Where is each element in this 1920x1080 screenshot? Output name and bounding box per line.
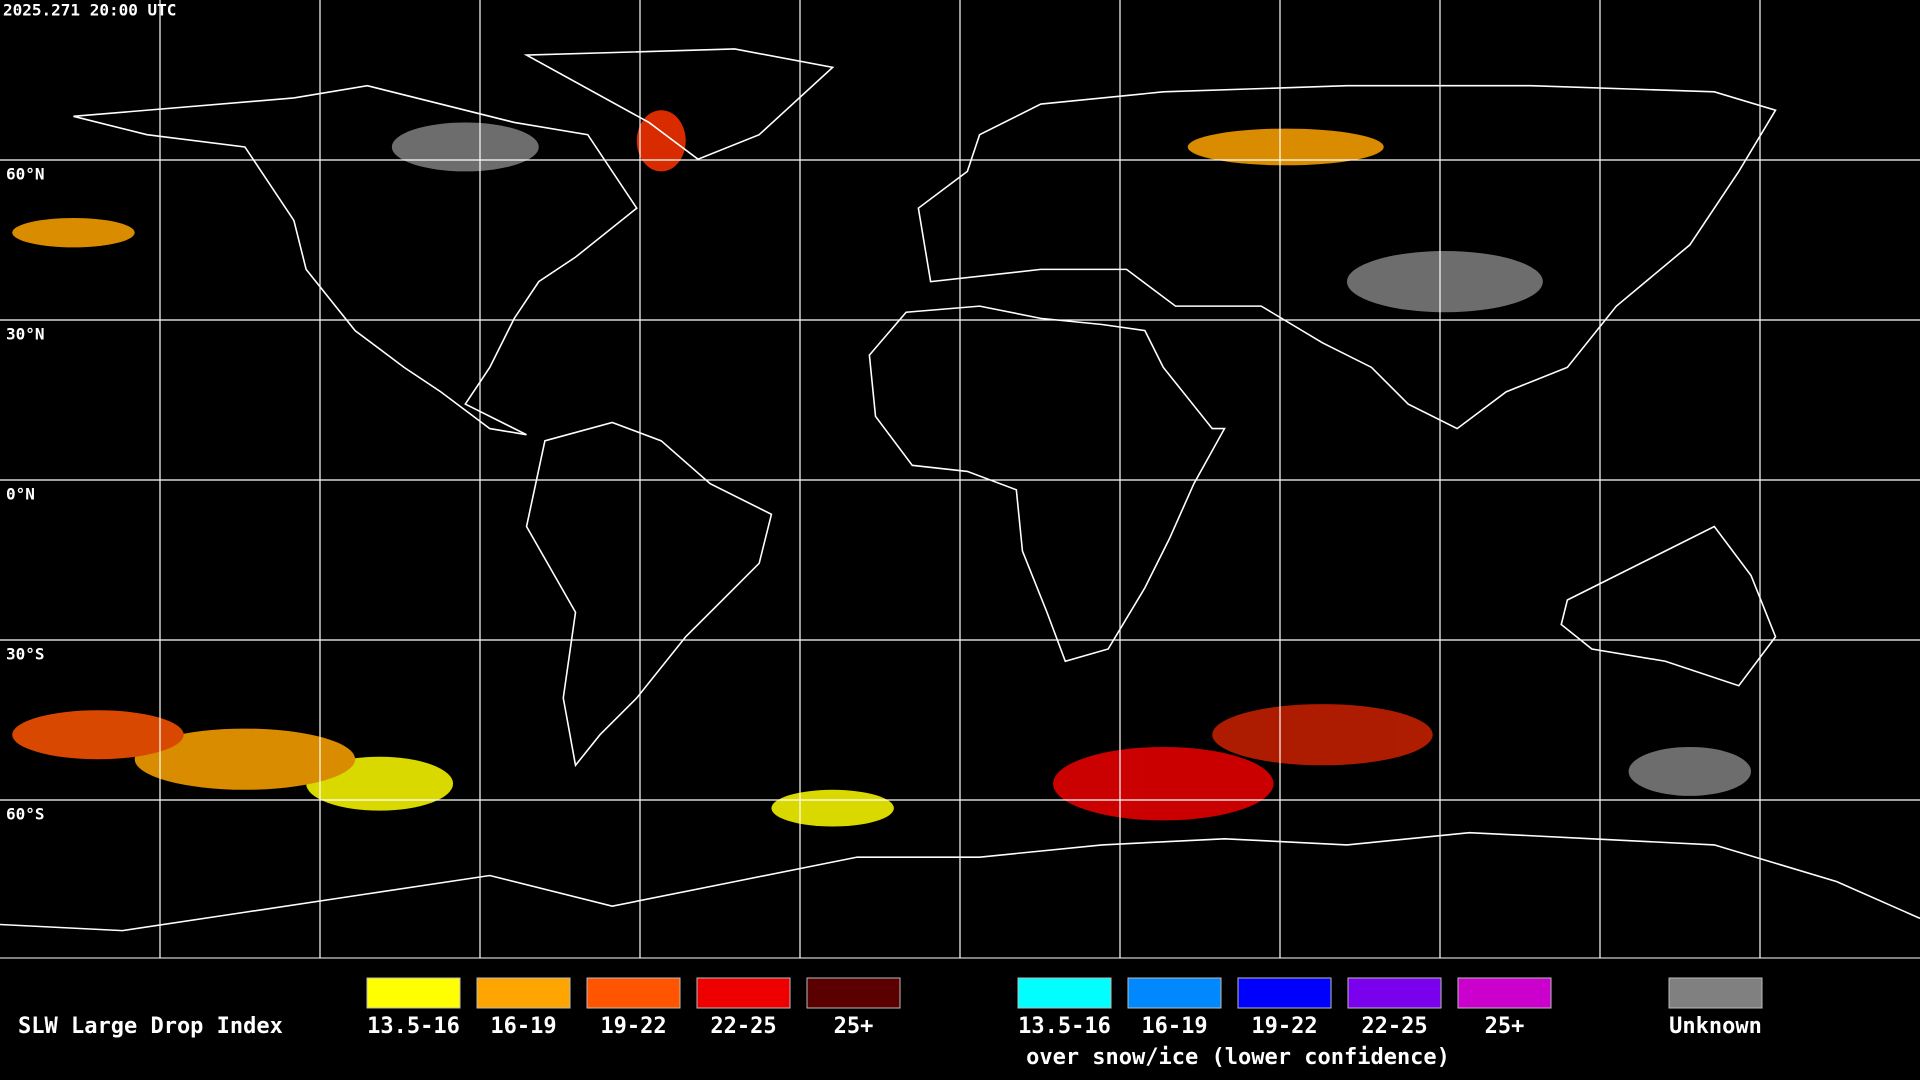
north-america [73,84,638,436]
legend-swatch [696,977,791,1009]
legend-swatch [586,977,681,1009]
legend-swatch [476,977,571,1009]
legend-label: 22-25 [1361,1014,1427,1039]
antarctica [0,831,1920,932]
legend-label: 22-25 [710,1014,776,1039]
latitude-label: 60°S [6,805,45,824]
legend-label: 19-22 [1251,1014,1317,1039]
blob [1628,746,1752,796]
blob [771,789,894,827]
timestamp: 2025.271 20:00 UTC [3,1,176,20]
blob [1187,128,1384,166]
legend-label: 13.5-16 [367,1014,460,1039]
blob [1346,251,1543,313]
blob [391,122,539,172]
blob [636,110,686,172]
latitude-label: 0°N [6,485,35,504]
blob [12,710,184,760]
legend-caption: over snow/ice (lower confidence) [1026,1045,1450,1070]
map-layer [0,48,1920,932]
legend-swatch [1457,977,1552,1009]
legend-label: 16-19 [490,1014,556,1039]
latitude-label: 30°N [6,325,45,344]
legend-swatch [806,977,901,1009]
legend-label: Unknown [1669,1014,1762,1039]
legend-label: 13.5-16 [1018,1014,1111,1039]
legend-title: SLW Large Drop Index [18,1014,283,1039]
legend-swatch [1347,977,1442,1009]
latitude-label: 60°N [6,165,45,184]
south-america [525,421,773,768]
greenland [523,48,835,161]
blob [134,728,356,790]
blob [12,217,135,248]
cloud-blobs [12,110,1752,827]
australia [1560,525,1777,687]
blob [1212,704,1433,766]
legend-swatch [366,977,461,1009]
latitude-label: 30°S [6,645,45,664]
legend-swatch [1017,977,1112,1009]
legend-swatch [1127,977,1222,1009]
graticule [0,0,1920,958]
legend-label: 16-19 [1141,1014,1207,1039]
legend-label: 25+ [834,1014,874,1039]
blob [1053,746,1274,821]
legend-swatch [1668,977,1763,1009]
legend-label: 25+ [1485,1014,1525,1039]
eurasia [917,84,1777,430]
legend-swatch [1237,977,1332,1009]
legend-panel [0,958,1920,1080]
legend-label: 19-22 [600,1014,666,1039]
